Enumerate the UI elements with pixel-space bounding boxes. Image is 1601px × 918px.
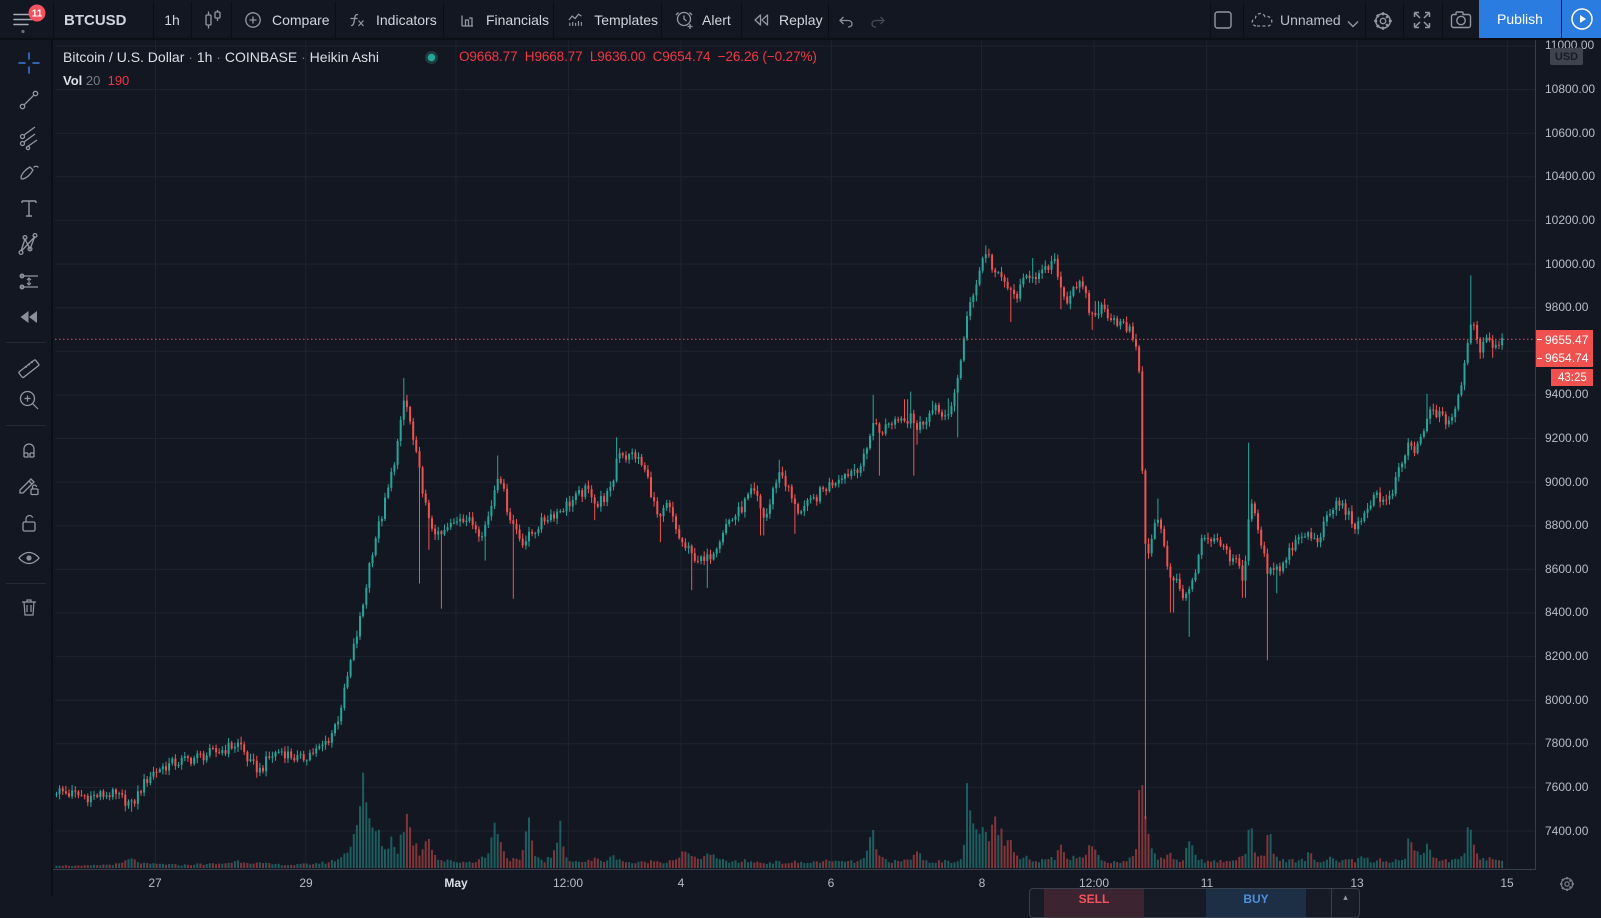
svg-text:11: 11 (32, 9, 43, 20)
